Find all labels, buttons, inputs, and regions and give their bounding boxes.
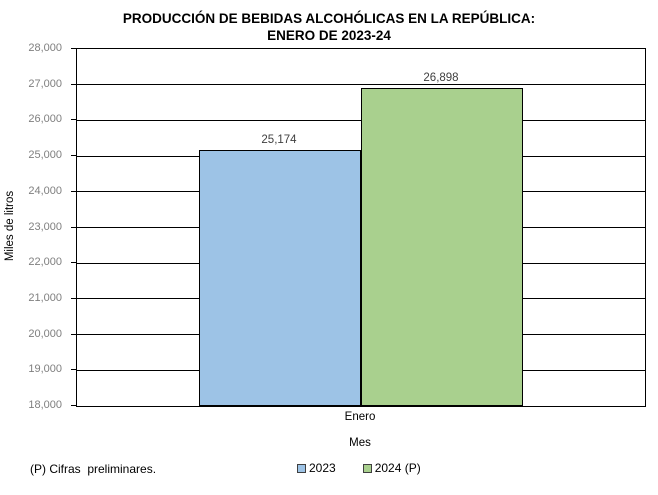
y-tick-mark [71,48,76,49]
bar-2024-p [361,88,523,406]
y-tick-label: 19,000 [28,363,62,376]
y-tick-mark [71,83,76,85]
y-tick-label: 20,000 [28,327,62,340]
y-tick-mark [71,190,76,192]
plot-area [76,48,646,407]
legend-label: 2023 [309,461,336,475]
y-tick-label: 21,000 [28,291,62,304]
legend-item: 2023 [297,461,336,475]
chart-title-line1: PRODUCCIÓN DE BEBIDAS ALCOHÓLICAS EN LA … [122,11,536,26]
legend-swatch-icon [362,463,372,473]
y-tick-label: 22,000 [28,256,62,269]
gridline [77,84,645,86]
y-tick-label: 23,000 [28,220,62,233]
legend: 2023 2024 (P) [297,461,421,475]
y-tick-mark [71,226,76,228]
footnote: (P) Cifras preliminares. [30,462,157,476]
chart-title: PRODUCCIÓN DE BEBIDAS ALCOHÓLICAS EN LA … [0,10,658,44]
legend-item: 2024 (P) [362,461,421,475]
bar-value-label: 26,898 [423,72,459,85]
x-category-label: Enero [344,411,376,423]
y-tick-mark [71,369,76,371]
y-tick-label: 18,000 [28,399,62,411]
y-tick-mark [71,119,76,121]
y-tick-mark [71,405,76,406]
y-tick-label: 27,000 [28,77,62,90]
y-tick-label: 26,000 [28,113,62,126]
y-tick-mark [71,297,76,299]
y-tick-mark [71,262,76,264]
y-tick-label: 24,000 [28,184,62,197]
legend-label: 2024 (P) [374,461,421,475]
chart-title-line2: ENERO DE 2023-24 [267,28,391,43]
bar-2023 [199,149,361,406]
y-tick-label: 28,000 [28,42,62,54]
x-axis-title: Mes [349,437,371,449]
y-tick-mark [71,333,76,335]
y-tick-mark [71,155,76,157]
legend-swatch-icon [297,463,306,473]
y-tick-label: 25,000 [28,149,62,162]
bar-value-label: 25,174 [261,133,297,146]
